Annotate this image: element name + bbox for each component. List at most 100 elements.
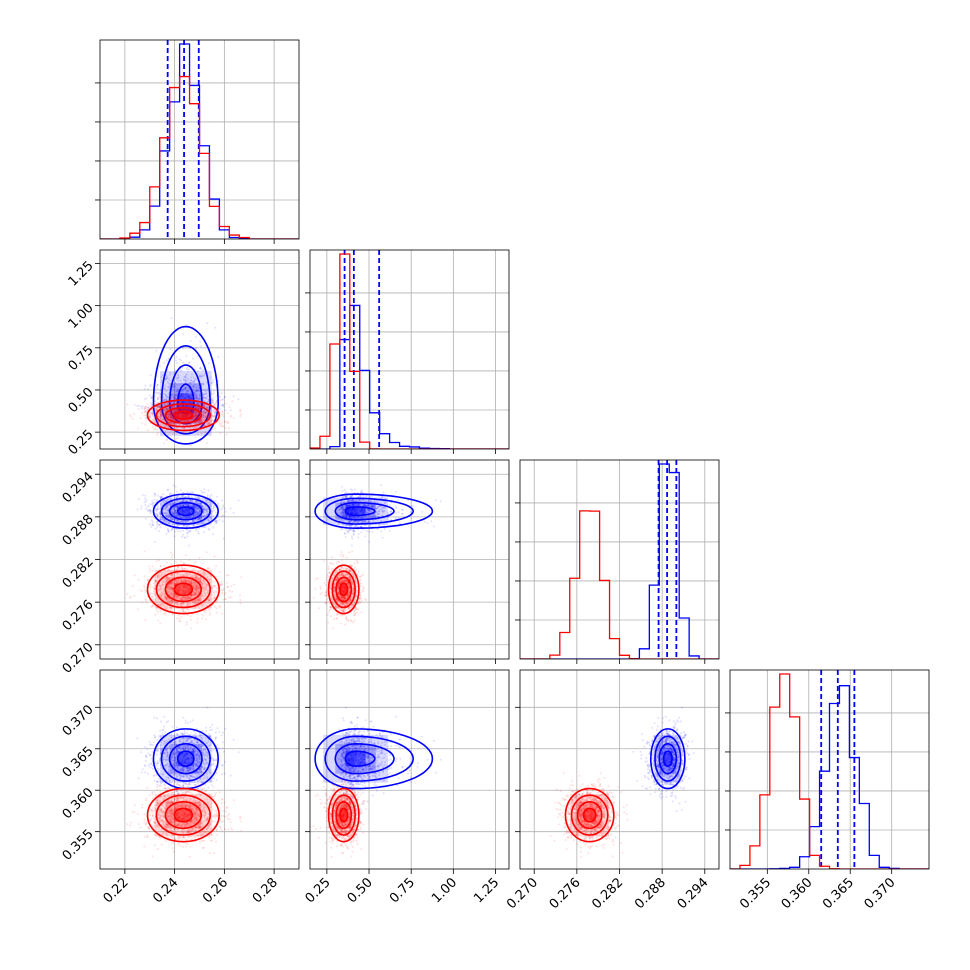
scatter-point [192,410,195,412]
scatter-point [143,584,146,587]
scatter-point [166,605,168,608]
scatter-point [195,509,198,512]
scatter-point [168,585,171,588]
scatter-point [165,398,168,400]
scatter-point [230,414,233,417]
scatter-point [194,505,197,508]
scatter-point [188,580,190,583]
scatter-point [231,400,234,403]
scatter-point [186,324,189,327]
scatter-point [153,584,156,587]
scatter-point [208,599,211,601]
scatter-point [159,388,162,391]
scatter-point [169,582,172,585]
scatter-point [182,395,185,398]
scatter-point [181,395,184,398]
scatter-point [175,378,178,381]
scatter-point [201,579,204,582]
scatter-point [175,510,178,513]
scatter-point [167,522,170,525]
scatter-point [223,396,226,399]
scatter-point [190,418,192,421]
scatter-point [209,407,212,410]
scatter-point [192,413,195,416]
scatter-point [181,510,184,513]
scatter-point [187,377,190,380]
scatter-point [199,407,202,409]
scatter-point [204,595,207,598]
scatter-point [188,516,191,519]
scatter-point [182,608,185,611]
scatter-point [185,516,187,519]
scatter-point [182,378,185,381]
scatter-point [186,373,189,376]
scatter-point [176,500,179,503]
scatter-point [176,603,179,606]
scatter-point [202,405,205,407]
scatter-point [217,502,220,505]
scatter-point [147,407,150,410]
scatter-point [175,579,178,582]
scatter-point [190,405,193,408]
scatter-point [198,599,200,602]
scatter-point [199,367,202,370]
scatter-point [203,586,206,589]
scatter-point [175,414,178,416]
scatter-point [173,519,176,522]
scatter-point [198,507,201,510]
scatter-point [186,413,189,416]
scatter-point [192,411,195,414]
scatter-point [215,521,218,524]
scatter-point [192,601,195,604]
scatter-point [170,582,172,585]
scatter-point [175,595,178,598]
scatter-point [190,574,193,577]
scatter-point [200,517,203,520]
scatter-point [175,408,178,411]
scatter-point [199,579,202,582]
scatter-point [184,554,187,557]
scatter-point [183,592,186,595]
scatter-point [166,420,169,423]
scatter-point [171,587,174,590]
contour-line [168,501,203,521]
scatter-point [199,509,202,512]
scatter-point [189,618,192,621]
scatter-point [228,427,231,430]
scatter-point [214,414,217,417]
scatter-point [179,369,182,372]
scatter-point [181,592,184,595]
scatter-point [168,414,171,417]
scatter-point [185,355,188,358]
scatter-point [159,610,162,613]
scatter-point [181,414,184,417]
scatter-point [175,414,178,417]
scatter-point [166,381,169,383]
scatter-point [210,517,213,520]
scatter-point [175,588,178,591]
scatter-point [178,592,181,595]
scatter-point [185,574,188,577]
scatter-point [174,509,177,512]
scatter-point [151,412,154,415]
scatter-point [182,509,185,512]
scatter-point [199,340,202,343]
scatter-point [144,503,147,506]
scatter-point [218,420,221,423]
scatter-point [193,413,196,416]
scatter-point [222,514,224,517]
scatter-point [166,413,169,416]
scatter-point [212,507,215,510]
scatter-point [183,416,186,419]
scatter-point [218,570,221,573]
scatter-point [194,386,197,389]
scatter-point [145,411,148,414]
scatter-point [198,510,201,513]
scatter-point [196,518,199,521]
scatter-point [180,394,183,397]
scatter-point [145,508,147,510]
scatter-point [164,506,167,509]
scatter-point [167,508,170,511]
scatter-point [188,508,191,511]
scatter-point [189,340,192,343]
